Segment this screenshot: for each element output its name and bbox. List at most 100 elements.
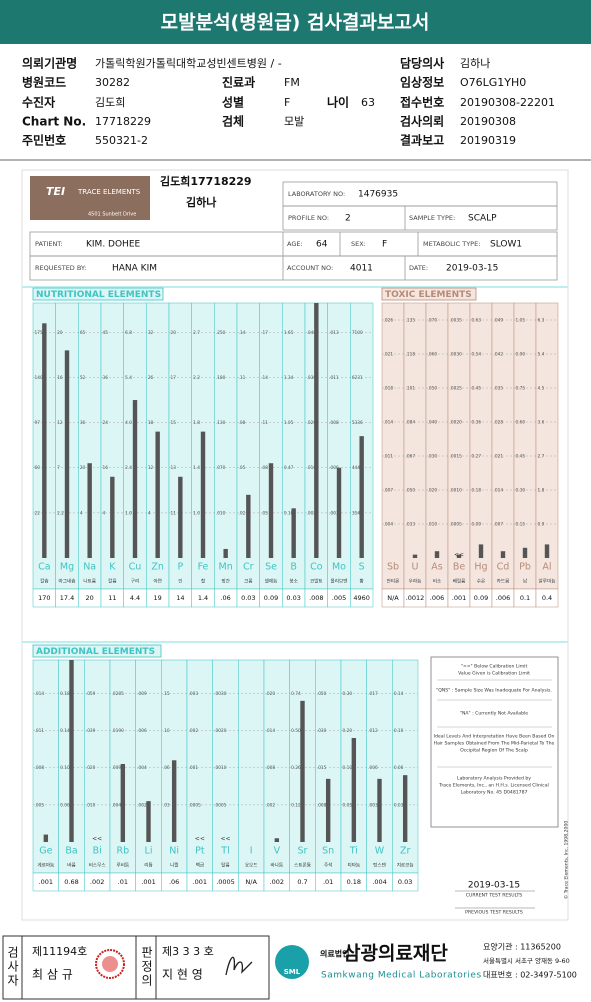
element-value: .002 bbox=[270, 878, 284, 886]
tick-label: .0048 bbox=[112, 802, 125, 808]
bar bbox=[300, 700, 305, 842]
tick-label: 5.4 bbox=[125, 375, 132, 381]
tick-label: .059 bbox=[86, 691, 96, 697]
org-logo bbox=[275, 945, 309, 979]
tick-label: .050 bbox=[428, 386, 438, 392]
tick-label: 0.75 bbox=[516, 386, 526, 392]
note-line: "NA" : Currently Not Available bbox=[460, 711, 528, 717]
element-value: .001 bbox=[141, 878, 155, 886]
tick-label: .011 bbox=[329, 375, 339, 381]
element-value: .005 bbox=[332, 594, 346, 602]
tester: 최 삼 규 bbox=[32, 968, 73, 982]
element-value: 0.18 bbox=[347, 878, 361, 886]
tick-label: .006 bbox=[137, 728, 147, 734]
logo-address: 4501 Sunbelt Drive bbox=[88, 212, 136, 218]
tick-label: .014 bbox=[35, 691, 45, 697]
section-title: NUTRITIONAL ELEMENTS bbox=[36, 290, 161, 300]
tick-label: .011 bbox=[384, 454, 394, 460]
tick-label: 1.0 bbox=[193, 510, 200, 516]
tick-label: 60 bbox=[35, 465, 41, 471]
element-name: 주석 bbox=[324, 862, 332, 869]
tick-label: .17 bbox=[261, 330, 268, 336]
element-name: 칼슘 bbox=[40, 578, 48, 585]
tick-label: .15 bbox=[163, 691, 170, 697]
tick-label: .0020 bbox=[450, 420, 463, 426]
tick-label: .014 bbox=[384, 420, 394, 426]
tick-label: .021 bbox=[494, 454, 504, 460]
element-name: 게르마늄 bbox=[37, 862, 54, 869]
tick-label: .003 bbox=[329, 510, 339, 516]
element-symbol: B bbox=[290, 562, 297, 573]
bar bbox=[522, 547, 528, 558]
tick-label: .020 bbox=[86, 765, 96, 771]
label: 의뢰기관명 bbox=[22, 56, 77, 71]
tick-label: .002 bbox=[189, 728, 199, 734]
element-value: 0.7 bbox=[297, 878, 307, 886]
tick-label: 15 bbox=[171, 420, 177, 426]
tick-label: 11 bbox=[171, 510, 177, 516]
tick-label: 0.26 bbox=[291, 765, 301, 771]
tick-label: 22 bbox=[35, 510, 41, 516]
tick-label: 0.15 bbox=[516, 522, 526, 528]
tick-label: .0005 bbox=[214, 802, 227, 808]
element-symbol: I bbox=[250, 846, 253, 857]
nutritional-chart: NUTRITIONAL ELEMENTS 22 60 97 140 175 Ca 칼슘 170 2… bbox=[32, 287, 374, 608]
element-name: 스트론튬 bbox=[294, 863, 311, 869]
tick-label: .0190 bbox=[112, 728, 125, 734]
element-value: .06 bbox=[169, 878, 179, 886]
tick-label: 0.30 bbox=[516, 488, 526, 494]
tick-label: .05 bbox=[239, 465, 246, 471]
form-value: F bbox=[382, 240, 387, 250]
box bbox=[282, 205, 558, 231]
element-value: .01 bbox=[323, 878, 333, 886]
tick-label: .010 bbox=[86, 802, 96, 808]
tick-label: .013 bbox=[329, 330, 339, 336]
element-name: 망간 bbox=[221, 578, 230, 585]
bar bbox=[43, 834, 49, 842]
tick-label: .067 bbox=[406, 454, 416, 460]
tick-label: 6.3 bbox=[538, 318, 545, 324]
element-value: 1.4 bbox=[198, 594, 208, 602]
form-label: SEX: bbox=[351, 240, 366, 248]
element-name: 나트륨 bbox=[83, 578, 96, 585]
element-value: .001 bbox=[39, 878, 53, 886]
bar bbox=[544, 544, 550, 558]
note-line: Occipital Region Of The Scalp bbox=[460, 748, 528, 754]
tick-label: .010 bbox=[216, 510, 226, 516]
tick-label: .118 bbox=[406, 352, 416, 358]
tick-label: .004 bbox=[384, 522, 394, 528]
column bbox=[513, 302, 537, 590]
element-symbol: Pt bbox=[195, 846, 205, 857]
org-address: 서울특별시 서초구 양재동 9-60 bbox=[483, 956, 570, 965]
seal bbox=[95, 949, 125, 979]
tick-label: .005 bbox=[35, 802, 45, 808]
tick-label: 1.34 bbox=[284, 375, 294, 381]
note-line: Value Given is Calibration Limit bbox=[458, 671, 530, 677]
tick-label: .018 bbox=[384, 386, 394, 392]
element-symbol: Ba bbox=[65, 846, 77, 857]
org: 삼광의료재단 bbox=[343, 943, 448, 965]
column bbox=[84, 659, 111, 874]
tick-label: 97 bbox=[35, 420, 41, 426]
tick-label: .009 bbox=[137, 691, 147, 697]
element-name: 칼륨 bbox=[108, 578, 116, 585]
bar bbox=[69, 660, 74, 842]
tick-label: 0.14 bbox=[60, 728, 70, 734]
tick-label: 13 bbox=[171, 465, 177, 471]
column bbox=[238, 659, 265, 874]
element-value: .004 bbox=[372, 878, 386, 886]
tick-label: 0.14 bbox=[394, 691, 404, 697]
tick-label: .007 bbox=[384, 488, 394, 494]
element-name: 철 bbox=[201, 578, 205, 585]
tick-label: .030 bbox=[317, 728, 327, 734]
element-symbol: Ti bbox=[349, 846, 358, 857]
logo-box bbox=[30, 176, 150, 220]
column bbox=[381, 302, 405, 590]
bar bbox=[155, 431, 160, 558]
value-cell bbox=[535, 588, 559, 608]
tick-label: 1.05 bbox=[516, 318, 526, 324]
logo-mark: TEI bbox=[46, 185, 65, 198]
value: 63 bbox=[361, 96, 375, 109]
element-name: 백금 bbox=[196, 862, 204, 869]
tick-label: 2.4 bbox=[125, 465, 132, 471]
